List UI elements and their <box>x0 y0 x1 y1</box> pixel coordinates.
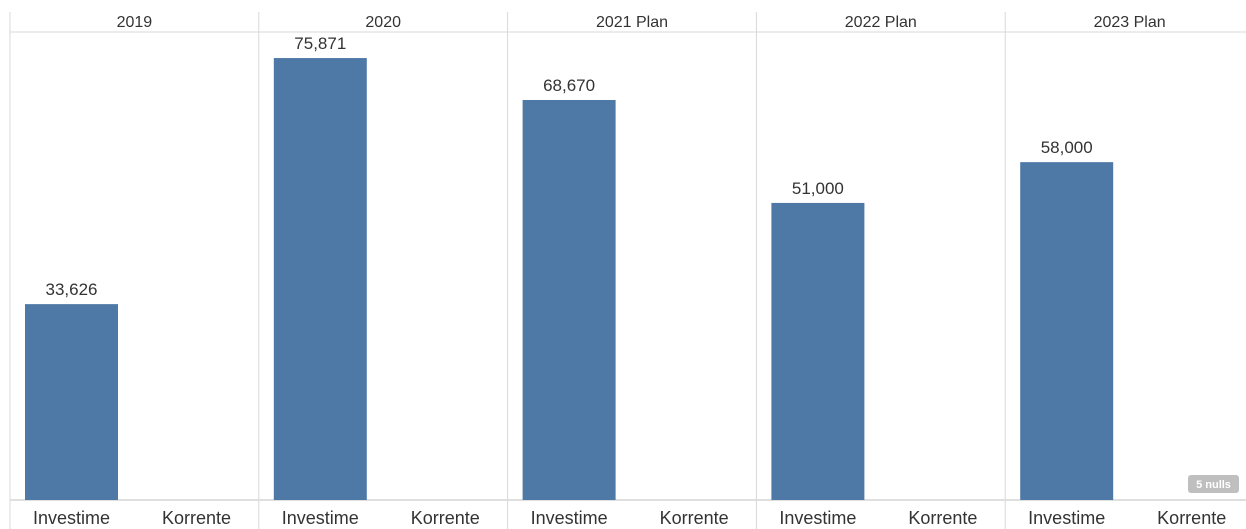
bars <box>25 58 1114 501</box>
year-header: 2022 Plan <box>845 14 917 31</box>
category-label: Investime <box>779 508 856 528</box>
bar-value-label: 58,000 <box>1041 138 1093 157</box>
category-label: Investime <box>531 508 608 528</box>
category-label: Korrente <box>908 508 977 528</box>
bar-value-label: 33,626 <box>46 280 98 299</box>
bar[interactable] <box>771 202 865 501</box>
bar[interactable] <box>522 99 616 500</box>
category-label: Korrente <box>411 508 480 528</box>
bar[interactable] <box>25 304 118 500</box>
year-header: 2021 Plan <box>596 14 668 31</box>
bar-value-label: 75,871 <box>294 34 346 53</box>
bar[interactable] <box>273 58 367 501</box>
year-header: 2023 Plan <box>1094 14 1166 31</box>
category-label: Korrente <box>660 508 729 528</box>
nulls-indicator[interactable]: 5 nulls <box>1188 475 1239 493</box>
category-label: Korrente <box>1157 508 1226 528</box>
nulls-badge[interactable] <box>1188 475 1239 493</box>
year-header: 2020 <box>365 14 401 31</box>
bar-value-label: 68,670 <box>543 76 595 95</box>
bar[interactable] <box>1020 162 1114 500</box>
category-labels: Investime Korrente Investime Korrente Invest… <box>33 508 1226 528</box>
category-label: Investime <box>1028 508 1105 528</box>
bar-value-label: 51,000 <box>792 179 844 198</box>
category-label: Investime <box>33 508 110 528</box>
year-headers: 2019 2020 2021 Plan 2022 Plan 2023 Plan <box>117 14 1166 31</box>
category-label: Korrente <box>162 508 231 528</box>
nulls-badge-text: 5 nulls <box>1196 479 1231 491</box>
category-label: Investime <box>282 508 359 528</box>
year-header: 2019 <box>117 14 153 31</box>
bar-value-labels: 33,626 75,871 68,670 51,000 58,000 <box>46 34 1093 299</box>
